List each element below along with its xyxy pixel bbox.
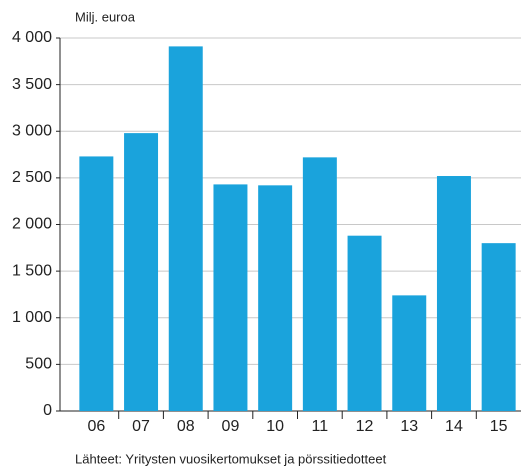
bar xyxy=(168,46,203,412)
bar xyxy=(436,176,471,411)
y-tick-label: 2 000 xyxy=(12,216,52,233)
y-tick-label: 3 500 xyxy=(12,76,52,93)
source-note: Lähteet: Yritysten vuosikertomukset ja p… xyxy=(75,451,387,466)
y-tick-label: 1 000 xyxy=(12,309,52,326)
x-tick-label: 06 xyxy=(87,418,105,435)
x-tick-label: 09 xyxy=(222,418,240,435)
x-tick-label: 13 xyxy=(400,418,418,435)
bar xyxy=(213,184,248,411)
x-tick-label: 10 xyxy=(266,418,284,435)
y-tick-label: 4 000 xyxy=(12,29,52,46)
x-tick-label: 08 xyxy=(177,418,195,435)
x-tick-label: 15 xyxy=(490,418,508,435)
y-tick-label: 2 500 xyxy=(12,169,52,186)
x-tick-label: 11 xyxy=(312,418,329,435)
bar xyxy=(347,235,382,411)
y-axis-label: Milj. euroa xyxy=(75,9,136,24)
bar xyxy=(79,156,114,411)
bar xyxy=(481,243,516,411)
bar xyxy=(124,133,159,412)
bar xyxy=(392,295,427,411)
y-tick-label: 500 xyxy=(25,356,52,373)
y-tick-label: 0 xyxy=(43,402,52,419)
x-tick-label: 12 xyxy=(356,418,374,435)
bar xyxy=(302,157,337,411)
y-tick-label: 1 500 xyxy=(12,262,52,279)
bar xyxy=(258,185,293,411)
y-tick-label: 3 000 xyxy=(12,122,52,139)
x-tick-label: 07 xyxy=(132,418,150,435)
x-tick-label: 14 xyxy=(445,418,463,435)
